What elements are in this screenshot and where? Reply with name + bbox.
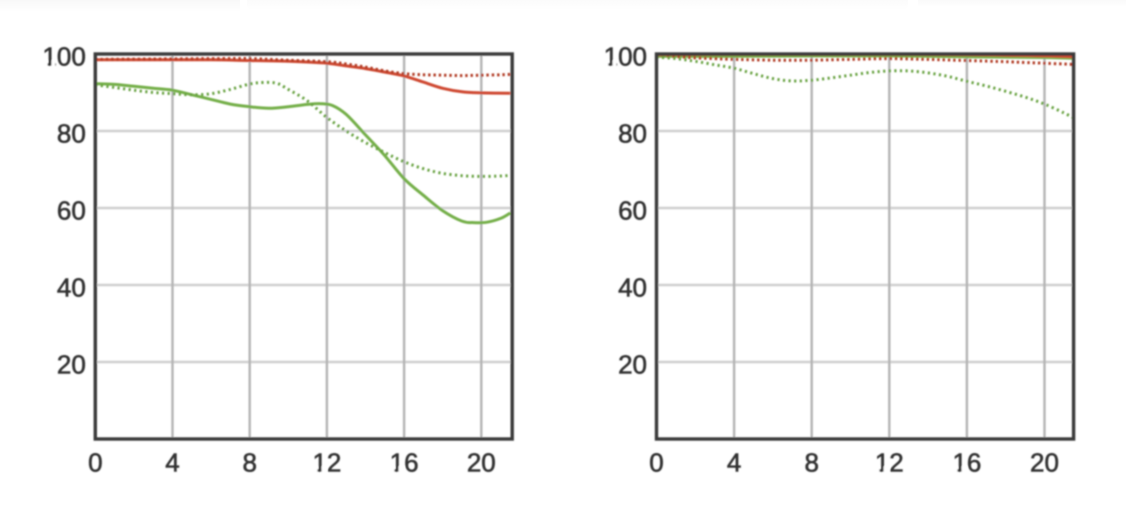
svg-text:20: 20 — [618, 349, 647, 379]
svg-text:4: 4 — [165, 448, 179, 478]
svg-text:20: 20 — [1030, 448, 1059, 478]
svg-text:100: 100 — [604, 41, 647, 71]
svg-text:80: 80 — [618, 118, 647, 148]
svg-text:40: 40 — [618, 272, 647, 302]
svg-text:4: 4 — [727, 448, 741, 478]
svg-text:60: 60 — [618, 195, 647, 225]
svg-text:80: 80 — [57, 118, 86, 148]
svg-text:16: 16 — [390, 448, 419, 478]
svg-text:20: 20 — [57, 349, 86, 379]
svg-text:0: 0 — [88, 448, 102, 478]
svg-text:8: 8 — [242, 448, 256, 478]
svg-text:40: 40 — [57, 272, 86, 302]
svg-text:20: 20 — [467, 448, 496, 478]
svg-text:60: 60 — [57, 195, 86, 225]
svg-text:100: 100 — [42, 41, 85, 71]
svg-text:0: 0 — [649, 448, 663, 478]
svg-text:8: 8 — [804, 448, 818, 478]
